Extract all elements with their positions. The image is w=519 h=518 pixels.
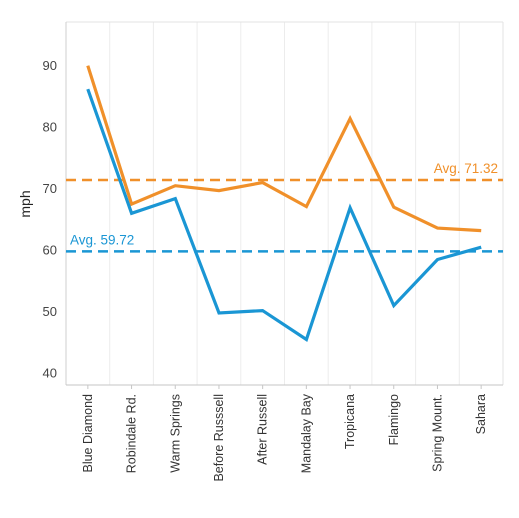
series-line [86,88,482,342]
y-axis-label: mph [17,190,33,217]
x-category-label: Warm Springs [168,394,182,473]
average-label: Avg. 59.72 [70,232,134,247]
axes: 40 50 60 70 80 90 [43,21,504,389]
y-tick-label: 60 [43,243,57,258]
y-tick-label: 40 [43,366,57,381]
series-lines [86,65,482,342]
gridlines [109,22,460,385]
x-category-label: Sahara [474,394,488,434]
x-category-label: Robindale Rd. [125,394,139,473]
y-tick-label: 90 [43,58,57,73]
x-category-label: After Russell [256,394,270,465]
average-label: Avg. 71.32 [434,161,498,176]
labels: mph Blue Diamond Robindale Rd. Warm Spring… [17,161,498,482]
series-line [86,65,482,233]
x-category-label: Flamingo [387,394,401,445]
x-category-label: Blue Diamond [81,394,95,473]
x-category-label: Before Russsell [212,394,226,482]
y-tick-label: 80 [43,120,57,135]
average-lines [66,178,503,253]
x-category-label: Tropicana [343,394,357,449]
x-category-label: Spring Mount. [430,394,444,472]
x-category-label: Mandalay Bay [299,393,313,473]
y-tick-label: 50 [43,304,57,319]
y-tick-label: 70 [43,181,57,196]
